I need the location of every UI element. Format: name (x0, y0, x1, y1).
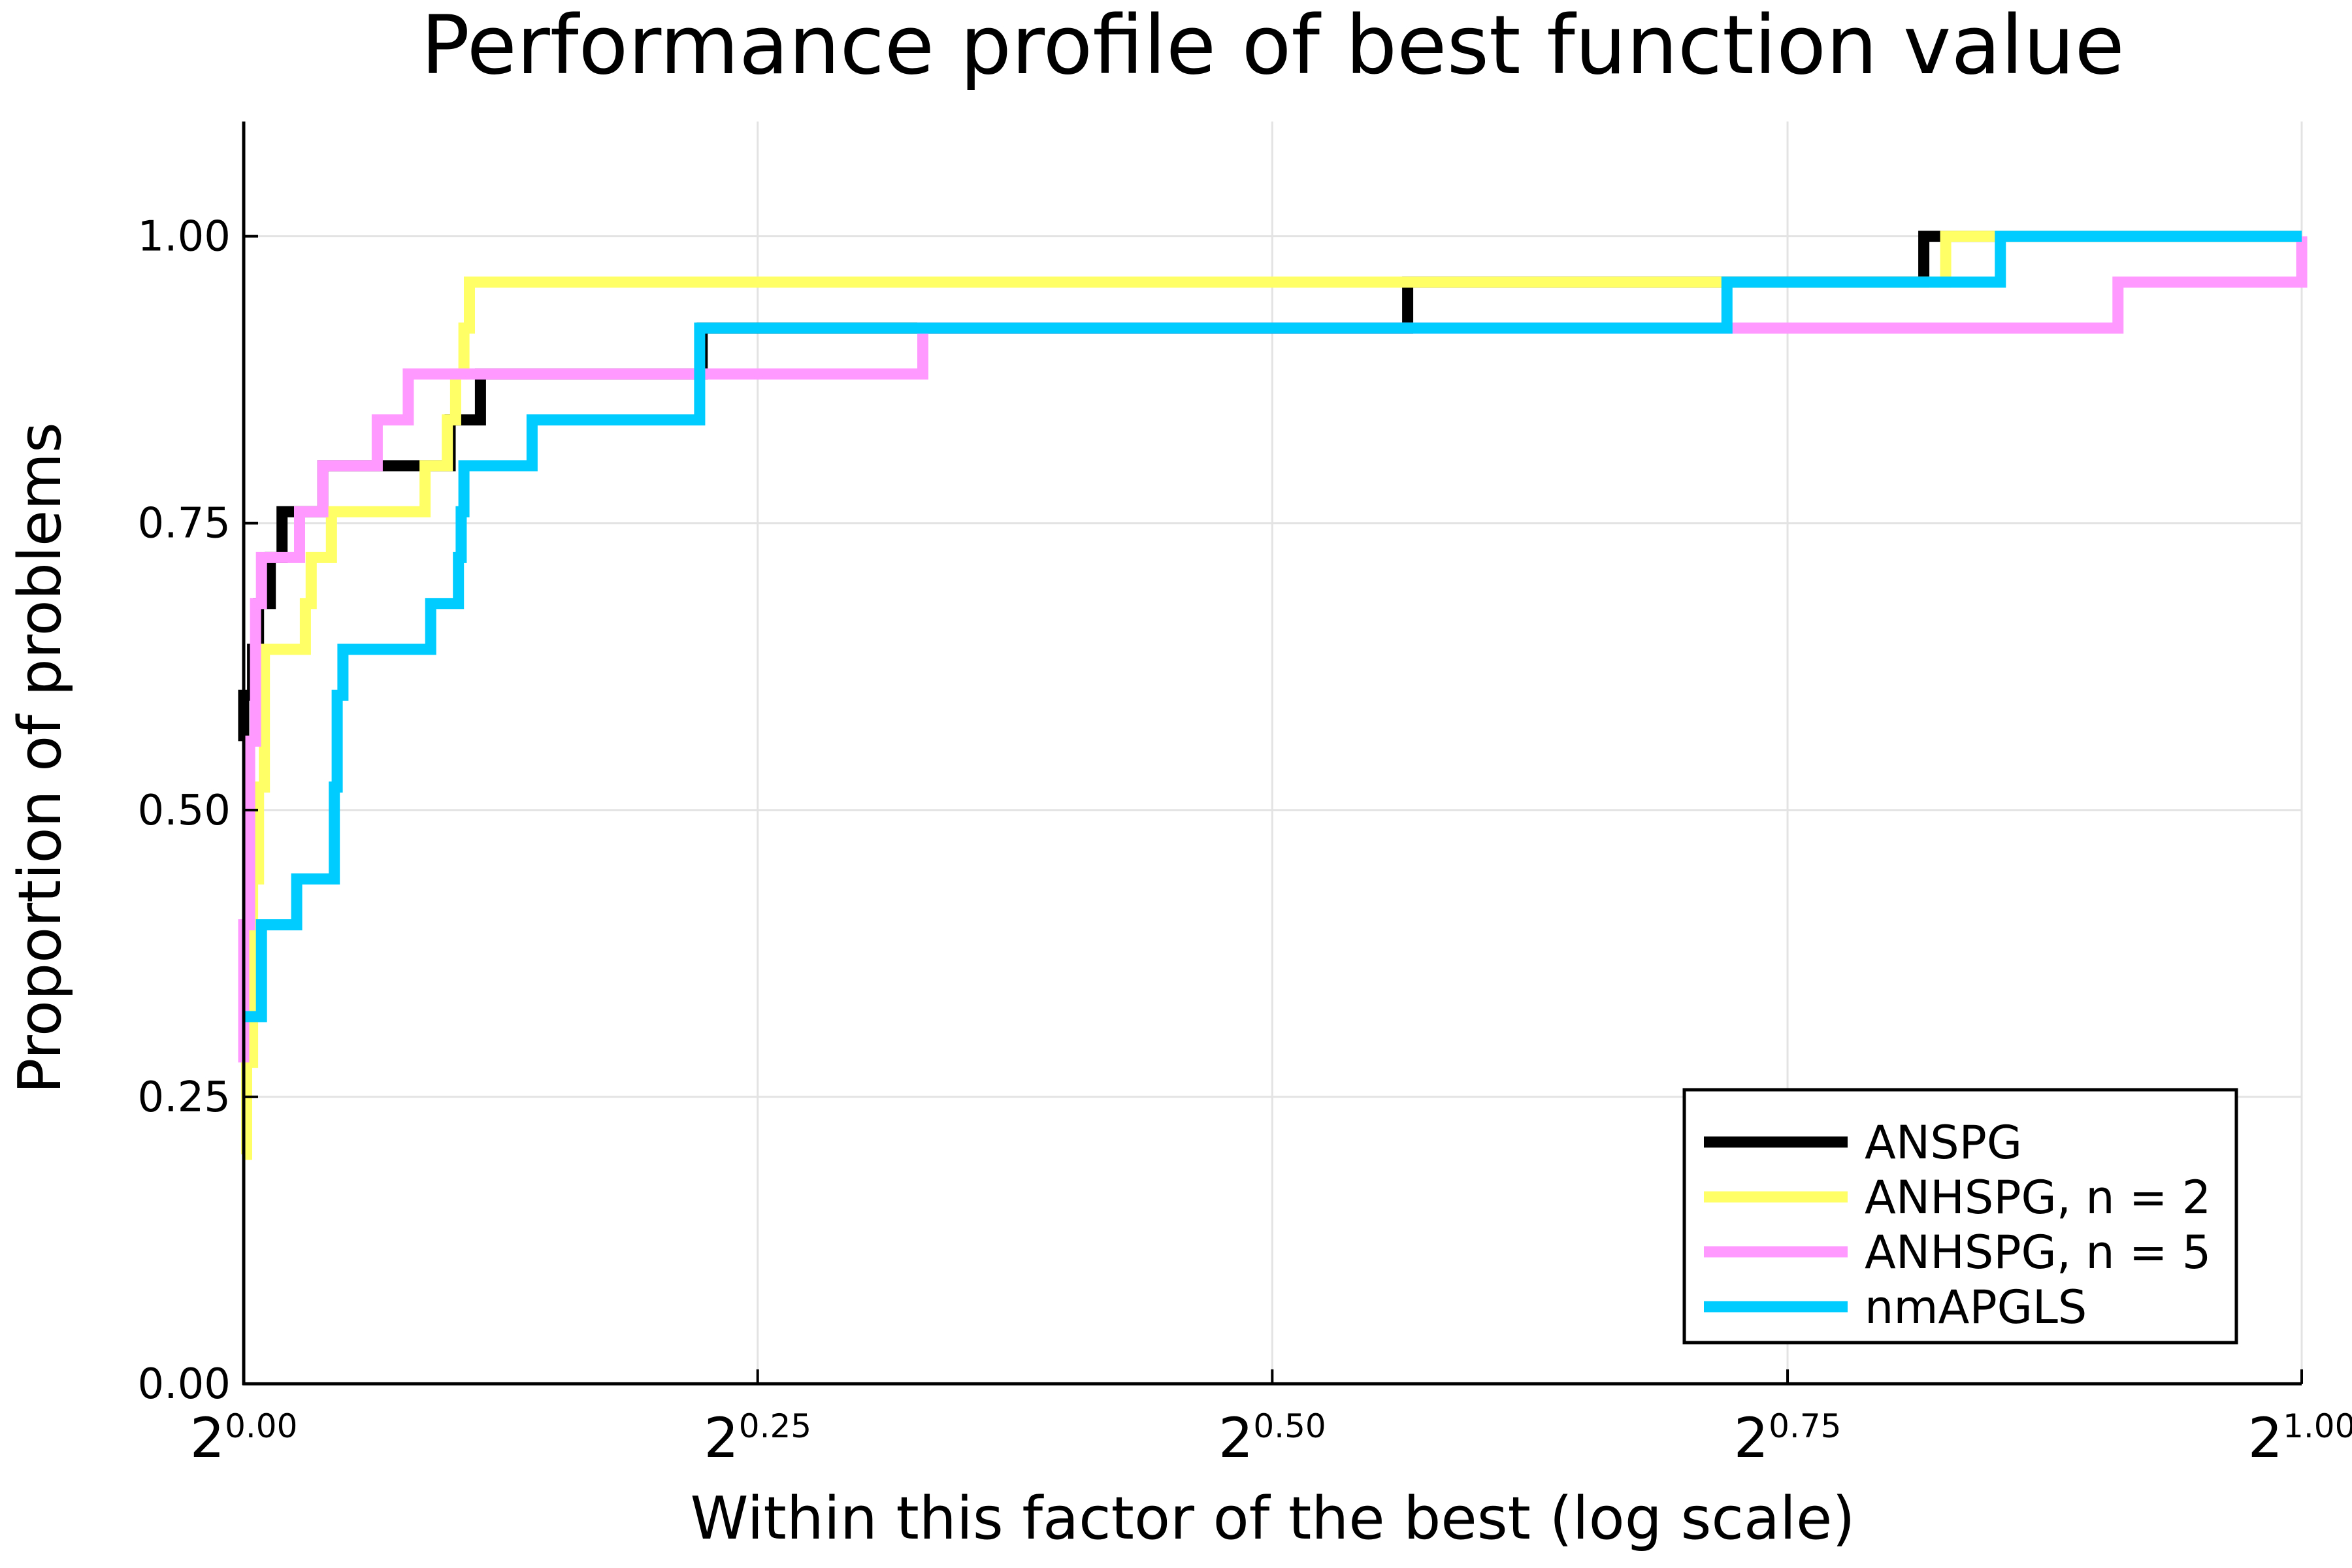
legend-label-2: ANHSPG, n = 2 (1865, 1171, 2211, 1224)
series-layer (238, 231, 2308, 1160)
x-axis-label: Within this factor of the best (log scal… (691, 1484, 1855, 1553)
x-tick-label: 20.75 (1734, 1406, 1842, 1470)
x-tick-base: 2 (190, 1406, 225, 1470)
y-tick-label: 0.50 (138, 787, 231, 835)
x-tick-label: 20.00 (190, 1406, 298, 1470)
legend-box (1682, 1088, 2238, 1345)
y-tick-label: 0.25 (138, 1073, 231, 1122)
legend-label-3: ANHSPG, n = 5 (1865, 1226, 2211, 1279)
legend-label-1: ANSPG (1865, 1116, 2022, 1169)
x-tick-base: 2 (1734, 1406, 1769, 1470)
y-axis-label: Proportion of problems (6, 422, 74, 1094)
x-tick-exponent: 0.00 (225, 1407, 297, 1445)
series-line-4 (244, 231, 2302, 1022)
chart-title: Performance profile of best function val… (421, 0, 2125, 93)
x-tick-label: 21.00 (2248, 1406, 2352, 1470)
x-tick-label: 20.25 (704, 1406, 811, 1470)
y-axis-ticks: 0.00 0.25 0.50 0.75 1.00 (138, 213, 258, 1409)
x-axis-ticks: 20.00 20.25 20.50 20.75 21.00 (190, 1369, 2352, 1470)
x-tick-exponent: 1.00 (2283, 1407, 2352, 1445)
series-line-2 (241, 231, 2302, 1160)
legend-label-4: nmAPGLS (1865, 1281, 2087, 1334)
x-tick-exponent: 0.50 (1253, 1407, 1326, 1445)
x-tick-exponent: 0.25 (739, 1407, 811, 1445)
y-tick-label: 0.00 (138, 1360, 231, 1409)
x-tick-base: 2 (1218, 1406, 1253, 1470)
y-tick-label: 1.00 (138, 213, 231, 261)
series-line-3 (238, 236, 2308, 1063)
x-tick-base: 2 (2248, 1406, 2283, 1470)
x-tick-base: 2 (704, 1406, 738, 1470)
x-tick-label: 20.50 (1218, 1406, 1326, 1470)
x-tick-exponent: 0.75 (1769, 1407, 1841, 1445)
y-tick-label: 0.75 (138, 500, 231, 548)
